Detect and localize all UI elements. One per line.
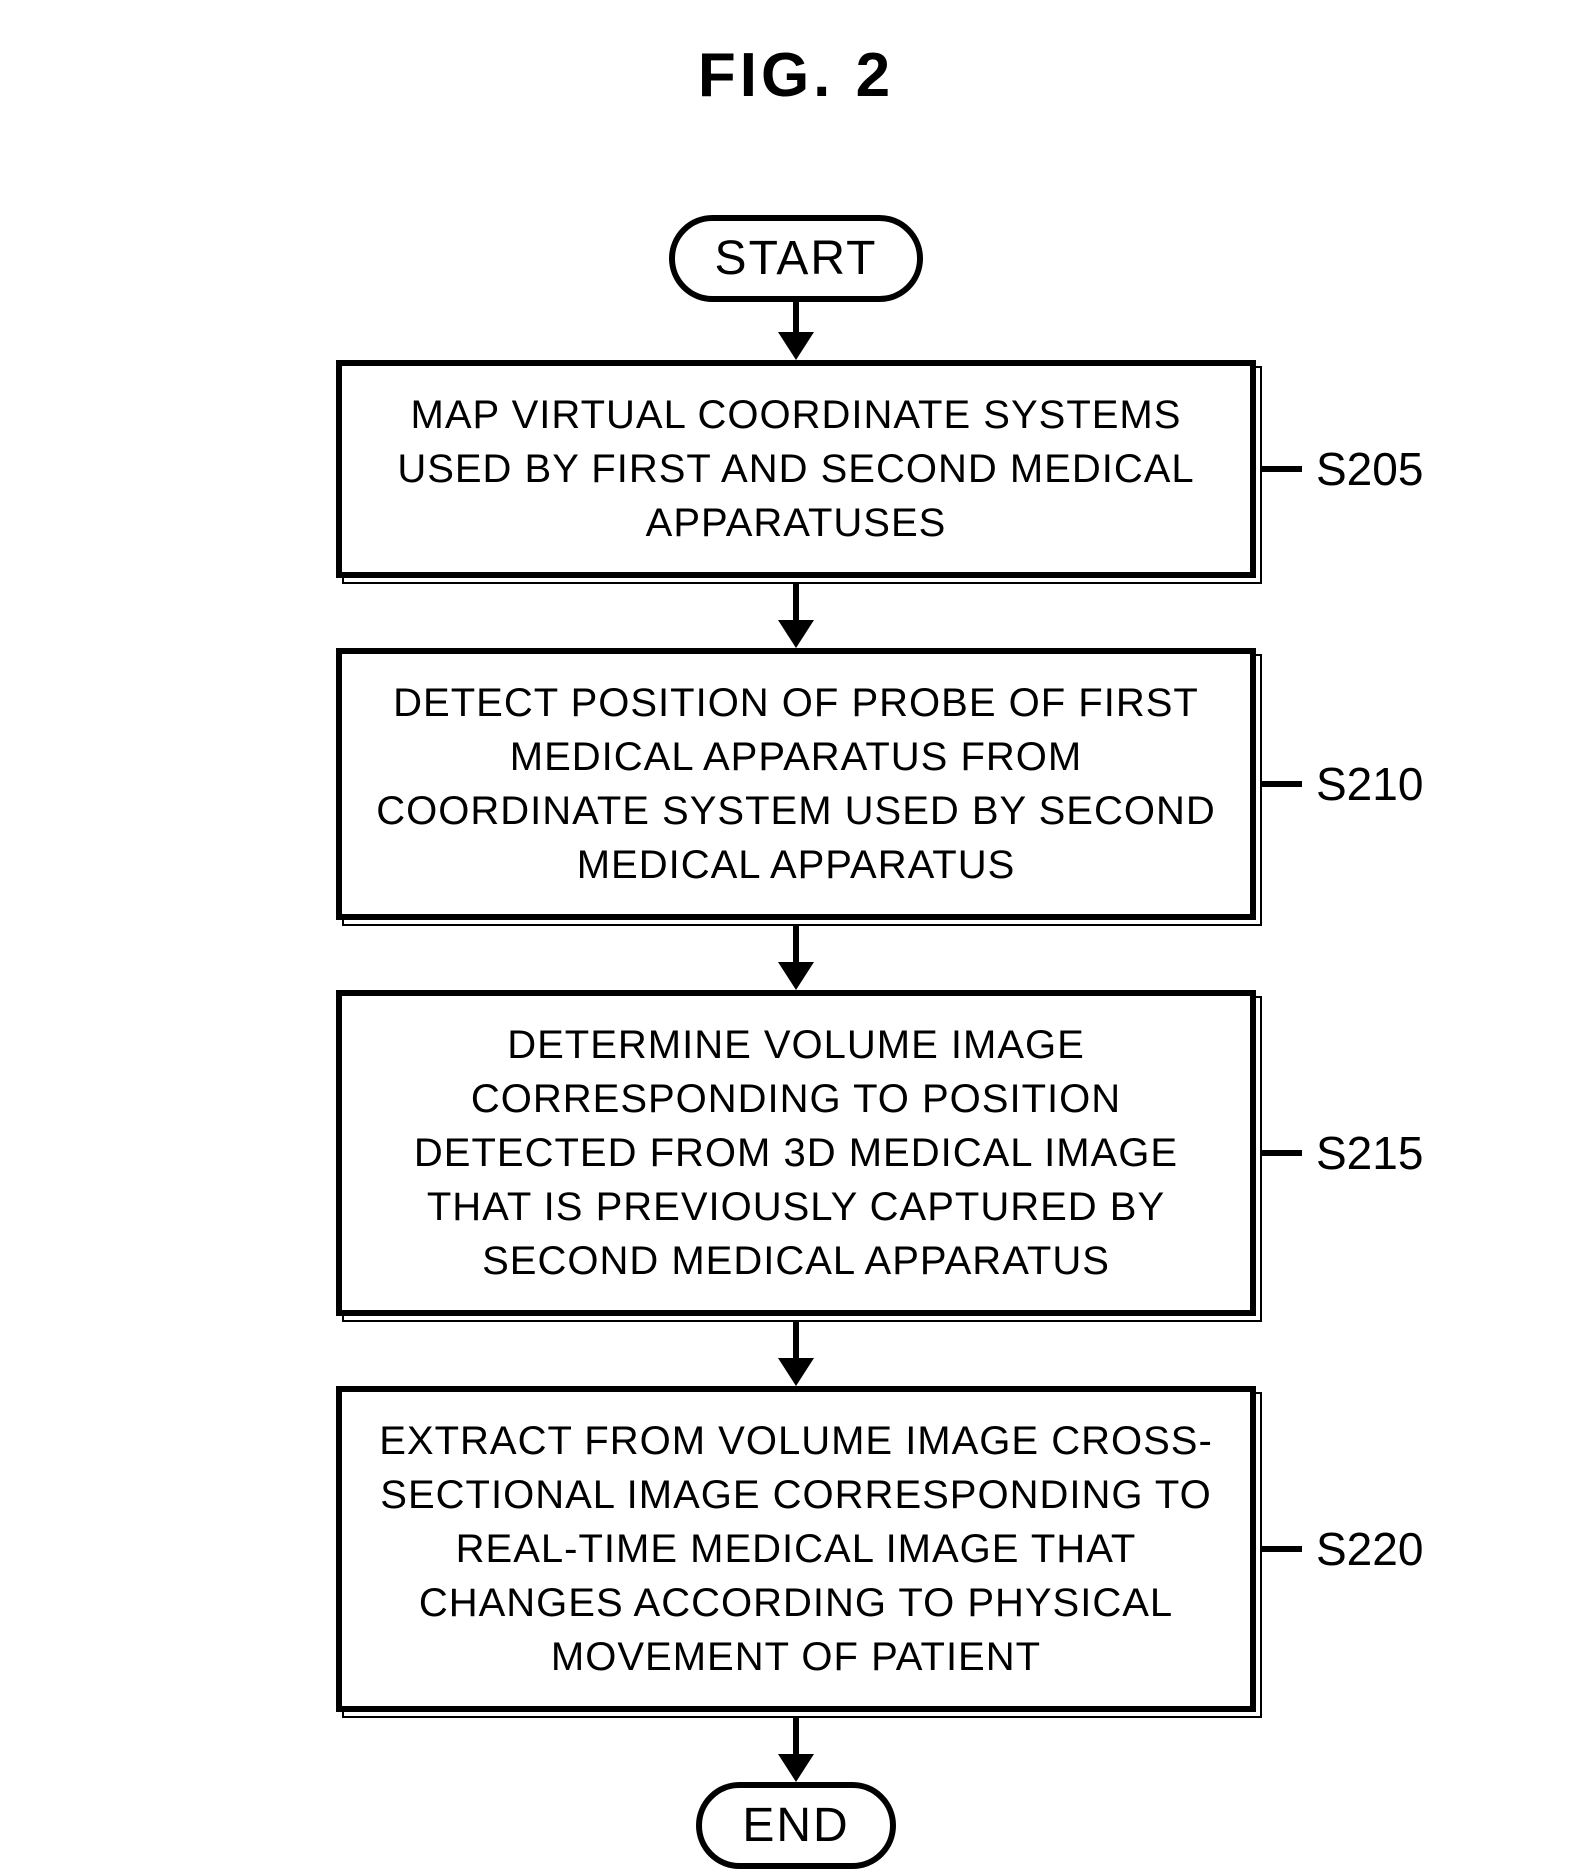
arrow-shaft [793,578,799,620]
arrow-icon [778,302,814,360]
arrow-icon [778,578,814,648]
step-s210: DETECT POSITION OF PROBE OF FIRST MEDICA… [336,648,1256,920]
step-label: S205 [1316,442,1423,496]
arrow-head-icon [778,1754,814,1782]
figure-title: FIG. 2 [0,40,1592,111]
process-box: DETERMINE VOLUME IMAGE CORRESPONDING TO … [336,990,1256,1316]
start-terminal: START [669,215,924,302]
process-box: EXTRACT FROM VOLUME IMAGE CROSS-SECTIONA… [336,1386,1256,1712]
step-label: S220 [1316,1522,1423,1576]
label-tick [1262,1546,1302,1552]
step-s205: MAP VIRTUAL COORDINATE SYSTEMS USED BY F… [336,360,1256,578]
arrow-head-icon [778,962,814,990]
arrow-head-icon [778,332,814,360]
process-box: MAP VIRTUAL COORDINATE SYSTEMS USED BY F… [336,360,1256,578]
arrow-shaft [793,302,799,332]
label-tick [1262,781,1302,787]
flowchart: START MAP VIRTUAL COORDINATE SYSTEMS USE… [336,215,1256,1869]
step-s215: DETERMINE VOLUME IMAGE CORRESPONDING TO … [336,990,1256,1316]
arrow-icon [778,920,814,990]
arrow-icon [778,1316,814,1386]
step-s220: EXTRACT FROM VOLUME IMAGE CROSS-SECTIONA… [336,1386,1256,1712]
arrow-head-icon [778,1358,814,1386]
step-label: S215 [1316,1126,1423,1180]
arrow-icon [778,1712,814,1782]
end-terminal: END [696,1782,895,1869]
label-tick [1262,1150,1302,1156]
process-box: DETECT POSITION OF PROBE OF FIRST MEDICA… [336,648,1256,920]
arrow-shaft [793,920,799,962]
arrow-head-icon [778,620,814,648]
label-tick [1262,466,1302,472]
arrow-shaft [793,1316,799,1358]
step-label: S210 [1316,757,1423,811]
arrow-shaft [793,1712,799,1754]
